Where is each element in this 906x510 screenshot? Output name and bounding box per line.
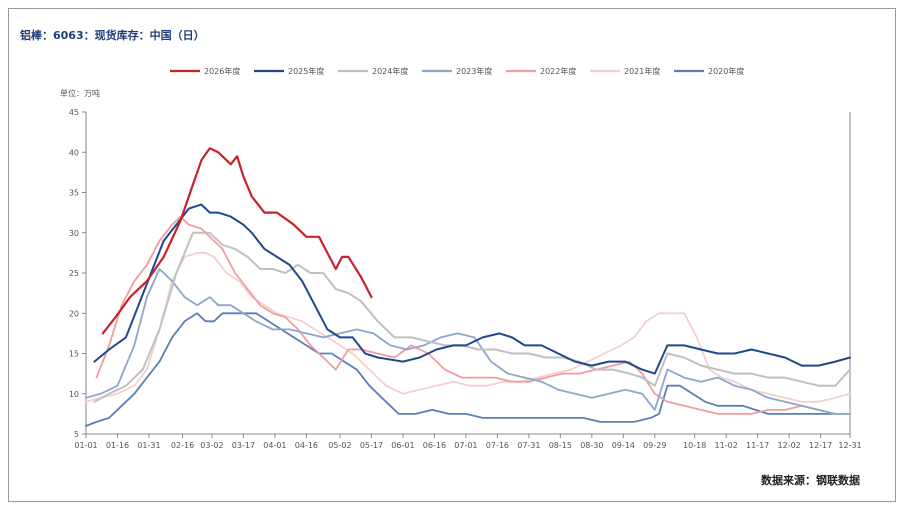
x-tick-label: 06-16 [423,441,446,450]
x-tick-label: 07-16 [486,441,509,450]
x-tick-label: 01-16 [106,441,129,450]
x-tick-label: 01-31 [137,441,160,450]
x-tick-label: 09-14 [612,441,635,450]
x-tick-label: 05-17 [360,441,383,450]
y-tick-label: 45 [69,108,79,117]
chart-legend: 2026年度 2025年度 2024年度 2023年度 2022年度 2021年度 2020… [170,66,744,76]
x-tick-label: 05-02 [328,441,351,450]
series-line-2021年度 [85,251,851,403]
y-tick-label: 40 [69,148,79,157]
series-line-2024年度 [93,231,851,403]
x-tick-label: 03-17 [232,441,255,450]
legend-label: 2023年度 [456,66,492,76]
chart-frame [8,8,896,502]
plot-area [85,147,851,427]
y-tick-label: 25 [69,269,79,278]
x-tick-label: 12-31 [838,441,861,450]
y-tick-label: 5 [74,430,79,439]
x-tick-label: 08-15 [549,441,572,450]
x-tick-label: 03-02 [200,441,223,450]
data-source-note: 数据来源：钢联数据 [761,474,860,487]
x-tick-label: 04-16 [295,441,318,450]
y-axis: 5 10 15 20 25 30 35 40 45 [69,108,87,439]
x-tick-label: 07-01 [454,441,477,450]
legend-label: 2021年度 [624,66,660,76]
legend-label: 2022年度 [540,66,576,76]
legend-label: 2026年度 [204,66,240,76]
y-tick-label: 10 [69,390,79,399]
series-line-2022年度 [95,215,851,415]
x-tick-label: 07-31 [517,441,540,450]
y-axis-unit-label: 单位：万吨 [60,88,100,98]
series-line-2025年度 [93,203,851,375]
legend-label: 2024年度 [372,66,408,76]
y-tick-label: 35 [69,189,79,198]
x-tick-label: 12-17 [809,441,832,450]
x-tick-label: 11-02 [715,441,738,450]
legend-label: 2025年度 [288,66,324,76]
x-axis: 01-01 01-16 01-31 02-16 03-02 03-17 04-01 04-16… [74,112,862,450]
x-tick-label: 08-30 [580,441,603,450]
x-tick-label: 09-29 [643,441,666,450]
series-line-2020年度 [85,312,851,427]
x-tick-label: 01-01 [74,441,97,450]
x-tick-label: 10-18 [683,441,706,450]
y-tick-label: 15 [69,350,79,359]
legend-label: 2020年度 [708,66,744,76]
series-line-2023年度 [85,268,851,415]
chart-title: 铝棒：6063：现货库存：中国（日） [20,29,205,42]
x-tick-label: 12-02 [778,441,801,450]
y-tick-label: 20 [69,309,79,318]
x-tick-label: 11-17 [746,441,769,450]
series-line-2026年度 [101,147,373,335]
x-tick-label: 02-16 [171,441,194,450]
x-tick-label: 06-01 [391,441,414,450]
x-tick-label: 04-01 [263,441,286,450]
y-tick-label: 30 [69,229,79,238]
